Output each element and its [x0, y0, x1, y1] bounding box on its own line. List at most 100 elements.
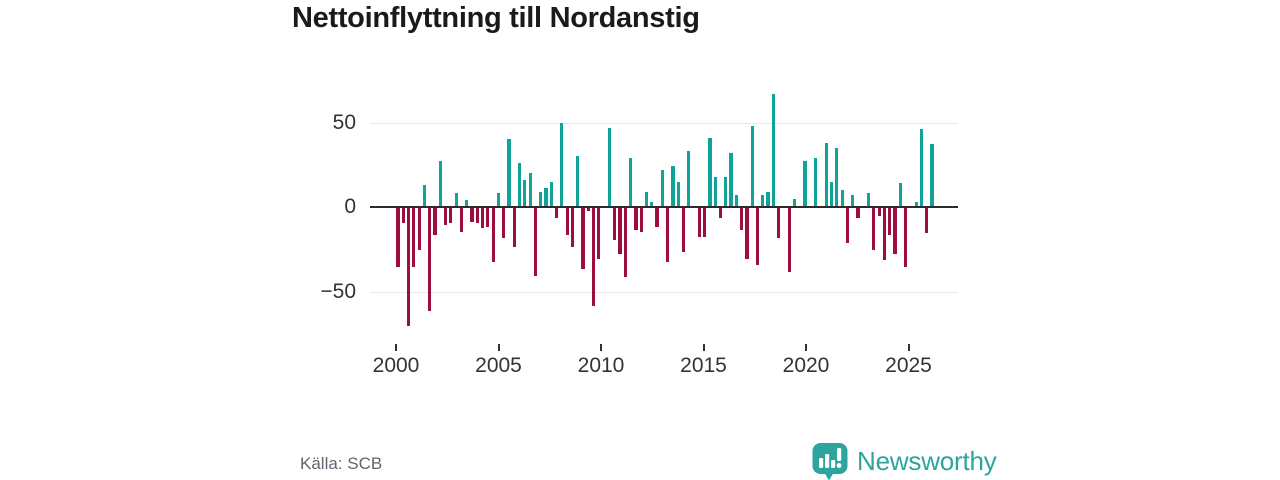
bar: [856, 208, 860, 219]
brand-name: Newsworthy: [857, 445, 997, 476]
bar: [787, 208, 791, 273]
bar: [417, 208, 421, 251]
bar: [925, 208, 929, 234]
bar: [581, 208, 585, 269]
bar: [433, 208, 437, 236]
bar: [729, 152, 733, 207]
bar: [777, 208, 781, 239]
x-tick-label: 2015: [680, 354, 727, 377]
bar: [539, 191, 543, 207]
bar: [671, 166, 675, 207]
bar: [401, 208, 405, 224]
bar: [814, 157, 818, 207]
bar: [882, 208, 886, 261]
bar: [877, 208, 881, 217]
y-tick-label: −50: [320, 279, 356, 303]
bar: [586, 208, 590, 212]
bar: [496, 193, 501, 207]
bar: [755, 208, 760, 266]
bar: [465, 200, 469, 207]
page-title: Nettoinflyttning till Nordanstig: [292, 2, 700, 34]
bar: [597, 208, 601, 259]
bar: [639, 208, 643, 232]
bar: [888, 208, 892, 236]
bar: [734, 195, 738, 207]
bar: [681, 208, 686, 252]
bar: [866, 193, 871, 207]
bar: [718, 208, 723, 219]
bar: [480, 208, 485, 229]
newsworthy-barchart-icon: [812, 442, 848, 480]
bar: [872, 208, 876, 251]
bar: [761, 195, 765, 207]
bar: [544, 188, 548, 207]
bar: [502, 208, 506, 239]
bar: [687, 151, 691, 207]
y-tick-label: 50: [332, 110, 356, 134]
plot-area: 50 0 −50 2000 2005 2010 2015 2020 2025: [320, 70, 960, 377]
bar: [475, 208, 479, 224]
bar: [903, 208, 908, 268]
bar: [792, 198, 797, 207]
bar: [914, 201, 918, 207]
bar: [470, 208, 474, 222]
bar: [750, 125, 754, 207]
bar: [396, 208, 400, 268]
bar: [592, 208, 596, 307]
bar: [835, 147, 839, 207]
bar: [533, 208, 538, 276]
bar: [422, 185, 427, 207]
source-label: Källa: SCB: [300, 454, 383, 473]
x-tick-label: 2000: [372, 354, 420, 377]
bar: [449, 208, 453, 224]
bar: [713, 176, 717, 207]
y-axis: 50 0 −50: [308, 70, 356, 342]
bar: [724, 176, 728, 207]
bar: [898, 183, 902, 207]
bar: [459, 208, 464, 232]
x-tick-mark: [805, 344, 807, 351]
zero-axis-line: [370, 206, 958, 208]
x-tick-mark: [702, 344, 705, 351]
bar: [851, 195, 855, 207]
bar: [919, 129, 923, 207]
bar: [745, 208, 749, 259]
x-tick-mark: [395, 344, 397, 351]
bar: [618, 208, 622, 254]
bar: [893, 208, 897, 254]
bar: [634, 208, 638, 230]
x-tick-mark: [497, 344, 500, 351]
x-tick-label: 2025: [885, 354, 932, 377]
bar: [803, 161, 807, 207]
bar: [454, 193, 458, 207]
bar: [623, 208, 627, 278]
bar: [491, 208, 495, 263]
y-tick-label: 0: [344, 195, 356, 218]
x-tick-label: 2005: [475, 354, 522, 377]
bar: [486, 208, 490, 227]
bar: [629, 157, 633, 207]
bar: [655, 208, 659, 227]
bar: [840, 190, 844, 207]
brand-logo: Newsworthy: [812, 441, 997, 480]
bar: [613, 208, 617, 241]
bar: [523, 179, 527, 207]
bar: [518, 163, 522, 207]
x-tick-mark: [907, 344, 910, 351]
bar: [766, 191, 770, 207]
x-tick-label: 2010: [577, 354, 625, 377]
x-tick-label: 2020: [782, 354, 830, 377]
bar: [565, 208, 569, 236]
bar: [570, 208, 575, 247]
bar: [607, 127, 612, 207]
bar: [771, 93, 775, 207]
bar: [676, 181, 680, 207]
bar: [660, 169, 664, 207]
bar: [549, 181, 553, 207]
x-axis: 2000 2005 2010 2015 2020 2025: [370, 342, 958, 387]
bar: [412, 208, 416, 268]
bar: [507, 139, 511, 207]
bar: [512, 208, 516, 247]
bar: [845, 208, 849, 244]
